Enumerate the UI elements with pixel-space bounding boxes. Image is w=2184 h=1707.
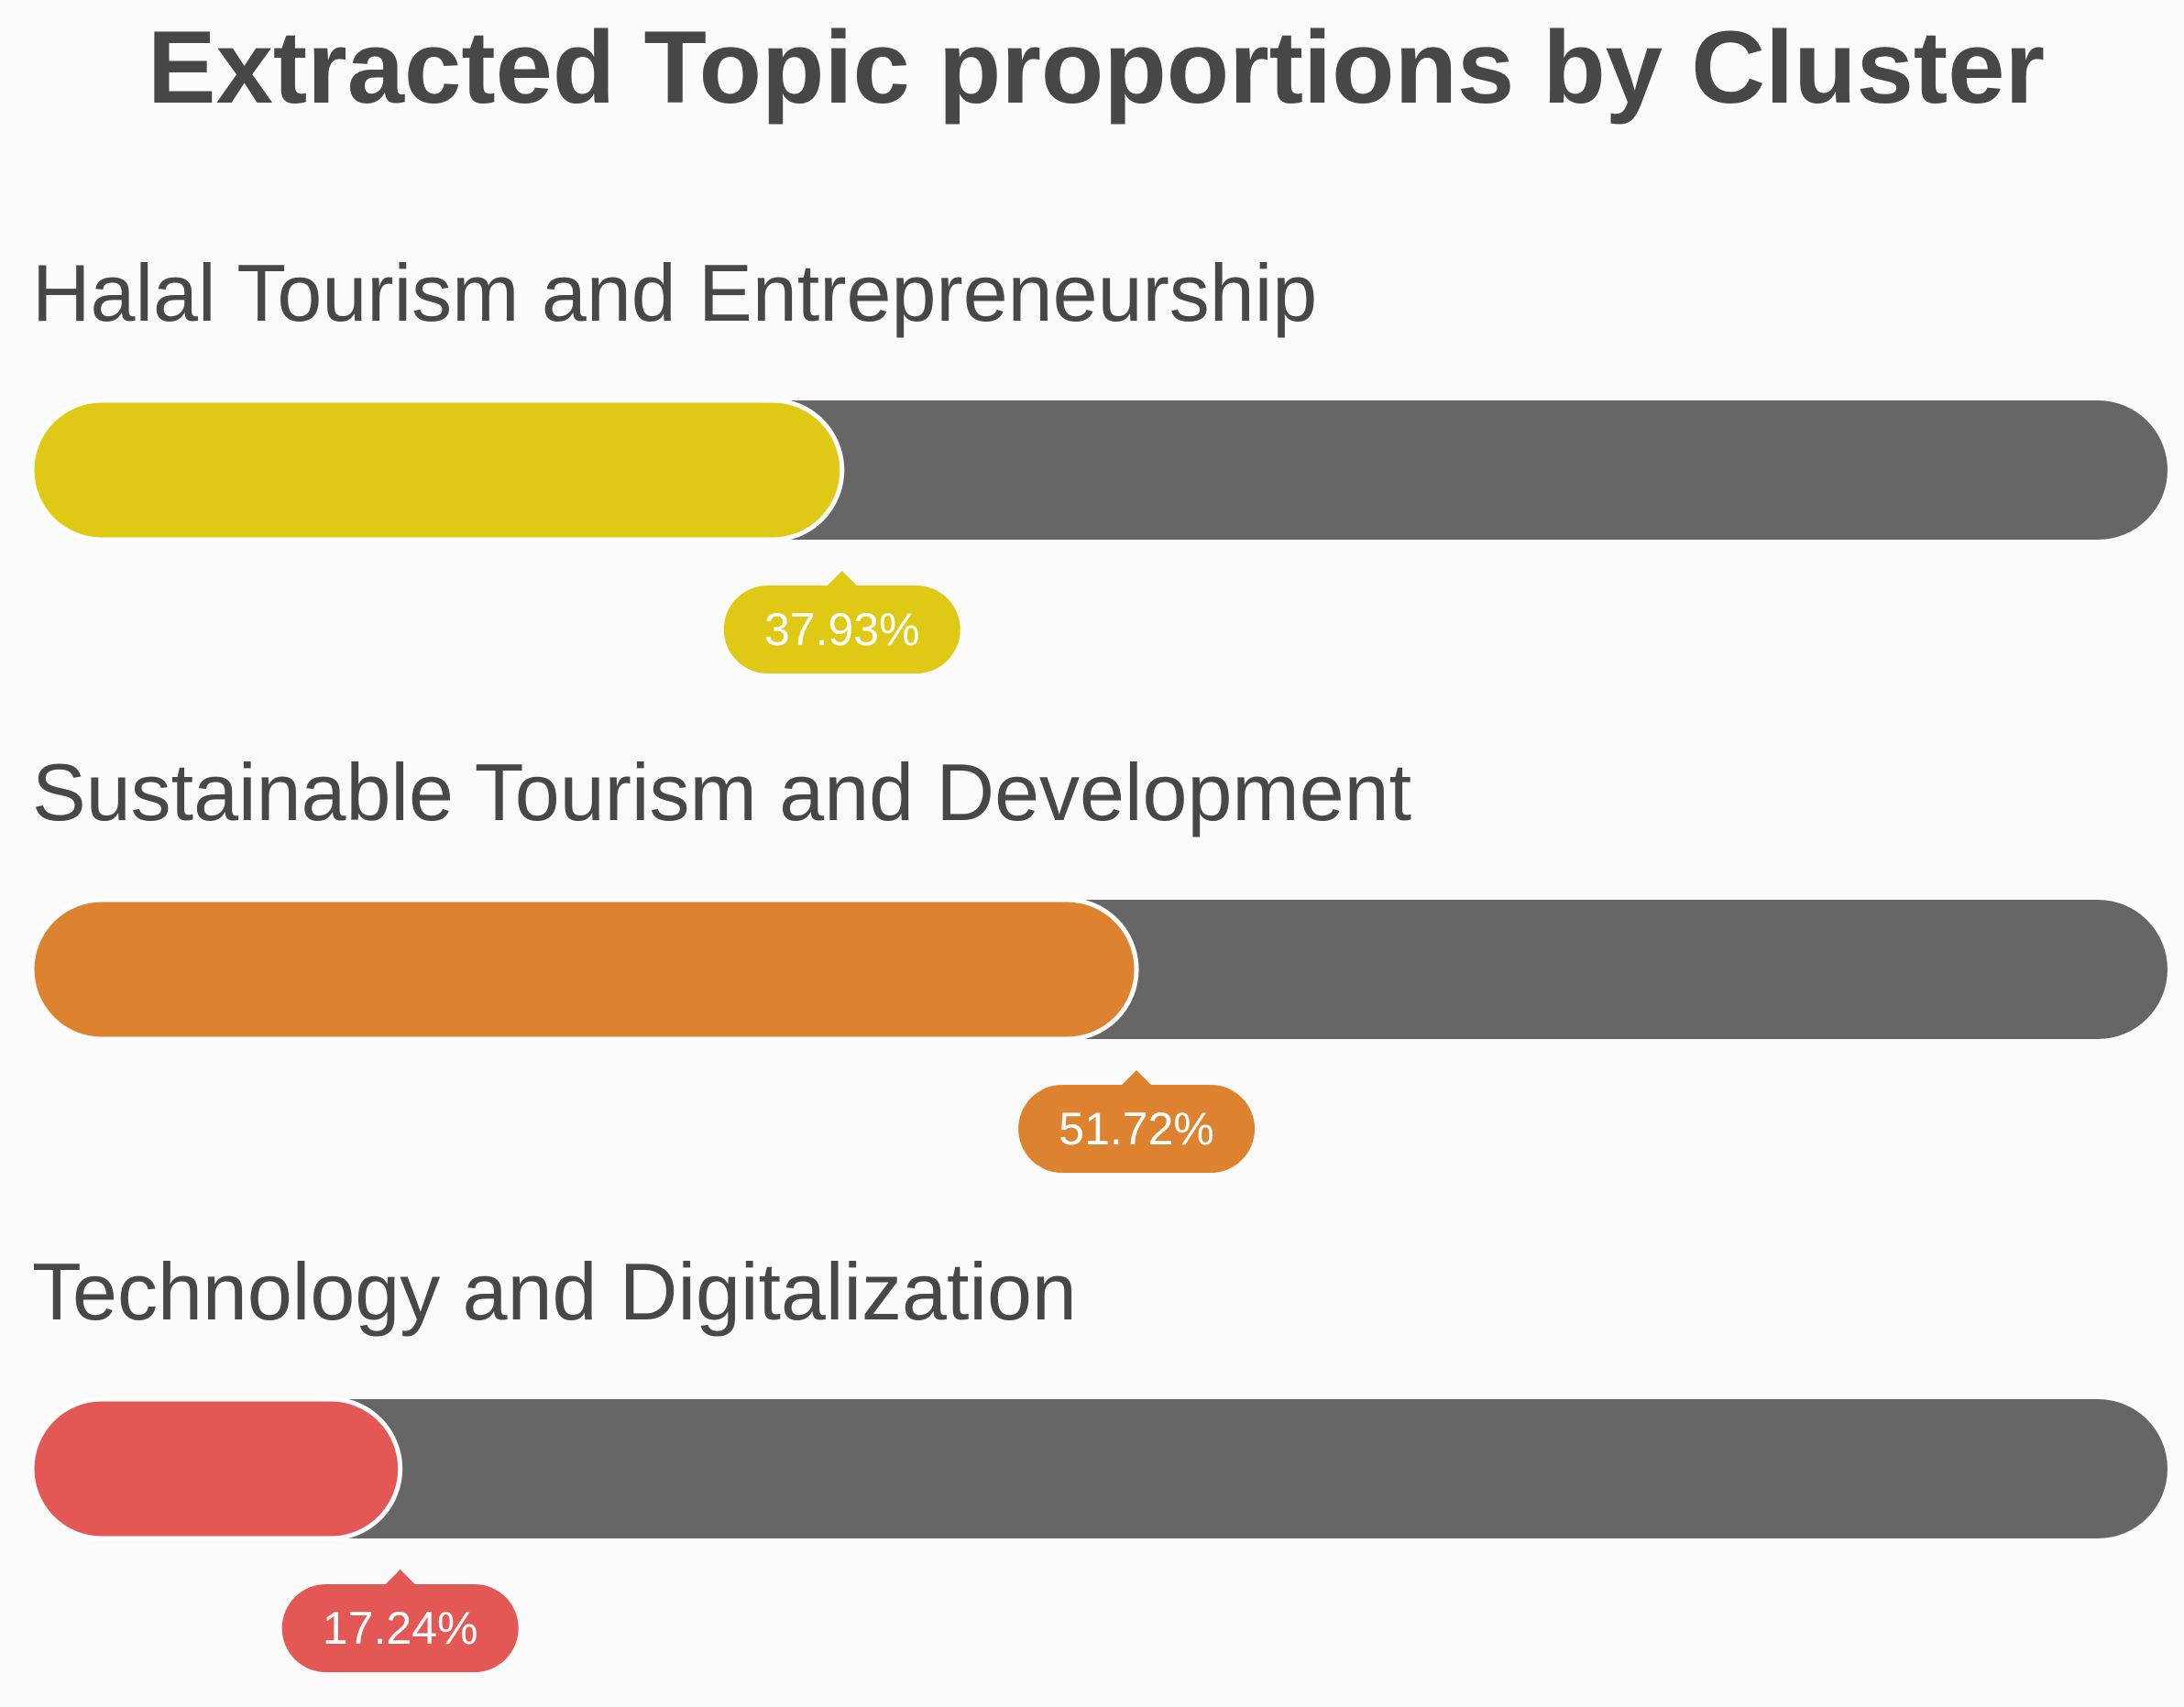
- chart-title: Extracted Topic proportions by Cluster: [148, 10, 2045, 125]
- category-label-technology: Technology and Digitalization: [32, 1246, 1077, 1337]
- bars-group: 37.93% 51.72% 17.24%: [29, 398, 2168, 1672]
- bar-track-technology: [32, 1399, 2168, 1538]
- value-badge-pointer: [825, 571, 859, 587]
- bar-fill-halal-tourism: [29, 398, 845, 542]
- category-label-sustainable-tourism: Sustainable Tourism and Development: [32, 747, 1411, 837]
- category-label-halal-tourism: Halal Tourism and Entrepreneurship: [32, 247, 1317, 338]
- value-badge-halal-tourism: 37.93%: [723, 571, 960, 673]
- value-badge-technology: 17.24%: [281, 1570, 519, 1672]
- value-badge-pointer: [1120, 1070, 1154, 1087]
- value-badge-pill: [723, 585, 960, 673]
- value-label-technology: 17.24%: [323, 1603, 478, 1654]
- value-badge-pill: [281, 1584, 519, 1672]
- value-badge-pointer: [383, 1570, 417, 1586]
- value-label-sustainable-tourism: 51.72%: [1059, 1103, 1214, 1154]
- value-badge-pill: [1018, 1085, 1256, 1173]
- value-label-halal-tourism: 37.93%: [764, 604, 920, 655]
- bar-fill-technology: [29, 1396, 403, 1541]
- bar-fill-sustainable-tourism: [29, 897, 1139, 1042]
- value-badge-sustainable-tourism: 51.72%: [1018, 1070, 1256, 1173]
